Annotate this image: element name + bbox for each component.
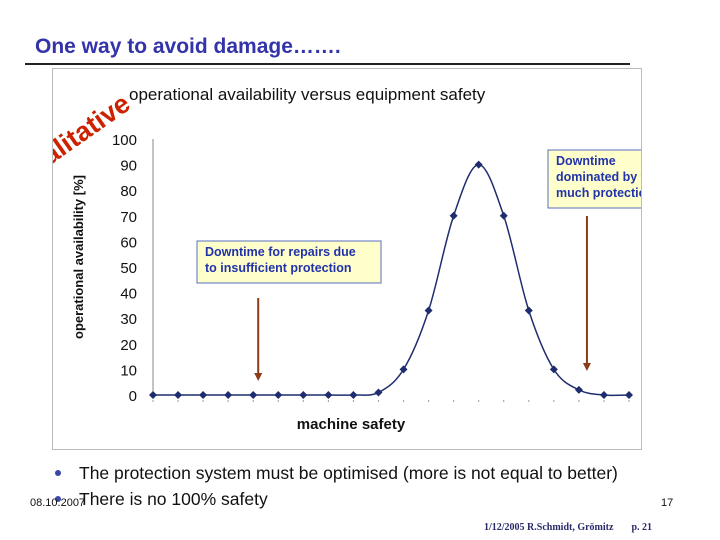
slide-title: One way to avoid damage……. <box>35 35 341 58</box>
data-point <box>374 388 383 397</box>
data-point <box>625 391 633 399</box>
chart-title: operational availability versus equipmen… <box>129 85 486 104</box>
annotation-text: Downtime for repairs due <box>205 245 356 259</box>
chart-frame: operational availability versus equipmen… <box>5 68 694 450</box>
y-tick-label: 50 <box>120 260 137 277</box>
annotation-arrowhead <box>254 373 263 381</box>
annotation-arrowhead <box>582 363 591 371</box>
bullet-item: The protection system must be optimised … <box>55 460 715 486</box>
data-point <box>149 391 157 399</box>
footer-text: 1/12/2005 R.Schmidt, Grömitz <box>484 522 614 533</box>
annotation-box <box>196 240 382 284</box>
y-tick-label: 70 <box>120 209 137 226</box>
y-tick-label: 90 <box>120 158 137 175</box>
y-tick-label: 100 <box>112 132 137 149</box>
data-point <box>574 385 583 394</box>
data-point <box>399 365 408 374</box>
annotation-text: dominated by too <box>556 170 641 184</box>
data-point <box>349 391 358 399</box>
y-tick-label: 10 <box>120 362 137 379</box>
slide-number: 17 <box>661 497 674 509</box>
bullet-list: The protection system must be optimised … <box>55 460 715 512</box>
data-point <box>549 365 558 374</box>
data-point <box>474 160 483 169</box>
chart: operational availability versus equipmen… <box>5 85 694 433</box>
y-tick-label: 30 <box>120 311 137 328</box>
bullet-text: There is no 100% safety <box>79 489 268 509</box>
data-point <box>274 391 283 399</box>
bullet-icon <box>55 470 61 476</box>
bullet-item: There is no 100% safety <box>55 486 715 512</box>
data-point <box>599 391 608 399</box>
annotation-text: much protection <box>556 186 641 200</box>
x-axis-label: machine safety <box>297 416 406 433</box>
y-tick-label: 40 <box>120 286 137 303</box>
annotation-text: to insufficient protection <box>205 261 352 275</box>
data-point <box>499 211 508 220</box>
title-divider <box>25 63 630 65</box>
slide-footer: 1/12/2005 R.Schmidt, Grömitz p. 21 <box>484 522 652 533</box>
data-point <box>424 306 433 315</box>
data-point <box>174 391 183 399</box>
bullet-text: The protection system must be optimised … <box>79 463 618 483</box>
y-tick-label: 80 <box>120 183 137 200</box>
series-line <box>153 163 630 397</box>
slide-date: 08.10.2007 <box>30 497 86 509</box>
data-point <box>199 391 208 399</box>
y-axis-label: operational availability [%] <box>71 175 86 339</box>
data-point <box>449 211 458 220</box>
data-point <box>524 306 533 315</box>
data-point <box>224 391 233 399</box>
data-point <box>249 391 258 399</box>
y-tick-label: 0 <box>129 388 137 405</box>
y-tick-label: 60 <box>120 234 137 251</box>
annotation-text: Downtime <box>556 154 616 168</box>
bullet-icon <box>55 496 61 502</box>
data-point <box>299 391 308 399</box>
y-tick-label: 20 <box>120 337 137 354</box>
footer-page: p. 21 <box>631 522 652 533</box>
data-point <box>324 391 333 399</box>
